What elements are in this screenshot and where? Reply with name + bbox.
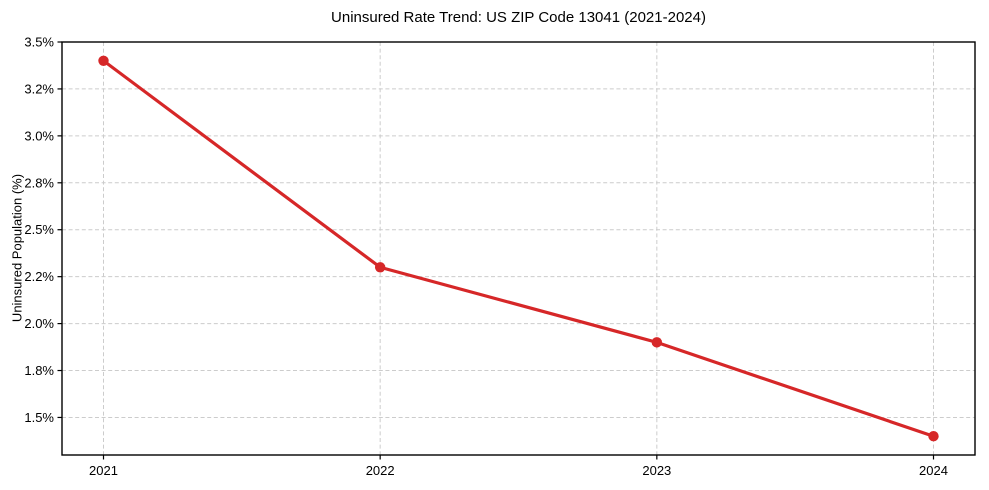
data-point-marker xyxy=(928,431,939,442)
trend-line xyxy=(101,59,936,438)
y-tick-label: 2.0% xyxy=(24,316,54,331)
x-tick-label: 2023 xyxy=(642,463,671,478)
data-point-marker xyxy=(98,55,109,66)
y-tick-label: 1.5% xyxy=(24,410,54,425)
y-tick-label: 3.2% xyxy=(24,81,54,96)
y-tick-label: 1.8% xyxy=(24,363,54,378)
y-tick-label: 2.2% xyxy=(24,269,54,284)
y-tick-label: 2.8% xyxy=(24,175,54,190)
data-point-marker xyxy=(651,337,663,348)
y-tick-label: 3.5% xyxy=(24,35,54,50)
y-tick-label: 3.0% xyxy=(24,128,54,143)
y-tick-label: 2.5% xyxy=(24,222,54,237)
x-tick-label: 2024 xyxy=(919,463,948,478)
plot-border xyxy=(61,41,976,456)
x-tick-label: 2021 xyxy=(89,463,118,478)
data-point-marker xyxy=(374,262,386,273)
chart-title: Uninsured Rate Trend: US ZIP Code 13041 … xyxy=(331,9,706,26)
x-tick-label: 2022 xyxy=(366,463,395,478)
